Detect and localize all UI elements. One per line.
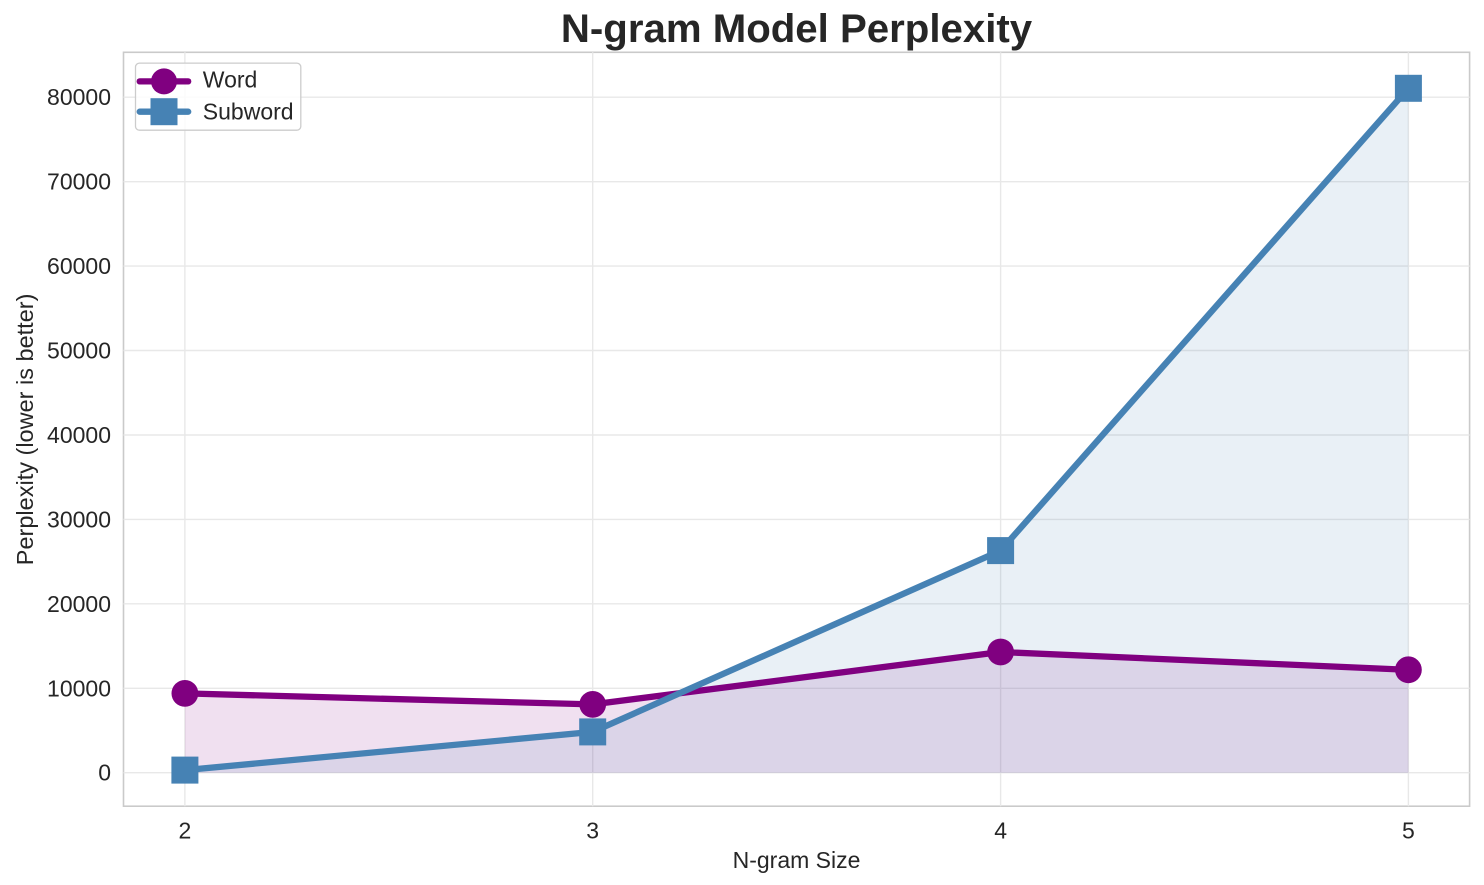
svg-text:80000: 80000 — [47, 84, 111, 110]
svg-text:N-gram Model Perplexity: N-gram Model Perplexity — [561, 6, 1033, 51]
svg-text:20000: 20000 — [47, 591, 111, 617]
svg-text:40000: 40000 — [47, 422, 111, 448]
svg-text:30000: 30000 — [47, 506, 111, 532]
svg-text:4: 4 — [994, 817, 1007, 843]
svg-text:Word: Word — [203, 67, 258, 93]
svg-text:Perplexity (lower is better): Perplexity (lower is better) — [12, 294, 38, 566]
svg-text:10000: 10000 — [47, 675, 111, 701]
svg-text:3: 3 — [586, 817, 599, 843]
svg-text:70000: 70000 — [47, 169, 111, 195]
svg-text:0: 0 — [98, 760, 111, 786]
svg-text:N-gram Size: N-gram Size — [733, 847, 861, 873]
svg-text:50000: 50000 — [47, 338, 111, 364]
svg-text:5: 5 — [1402, 817, 1415, 843]
svg-text:Subword: Subword — [203, 98, 294, 124]
svg-text:2: 2 — [179, 817, 192, 843]
svg-text:60000: 60000 — [47, 253, 111, 279]
